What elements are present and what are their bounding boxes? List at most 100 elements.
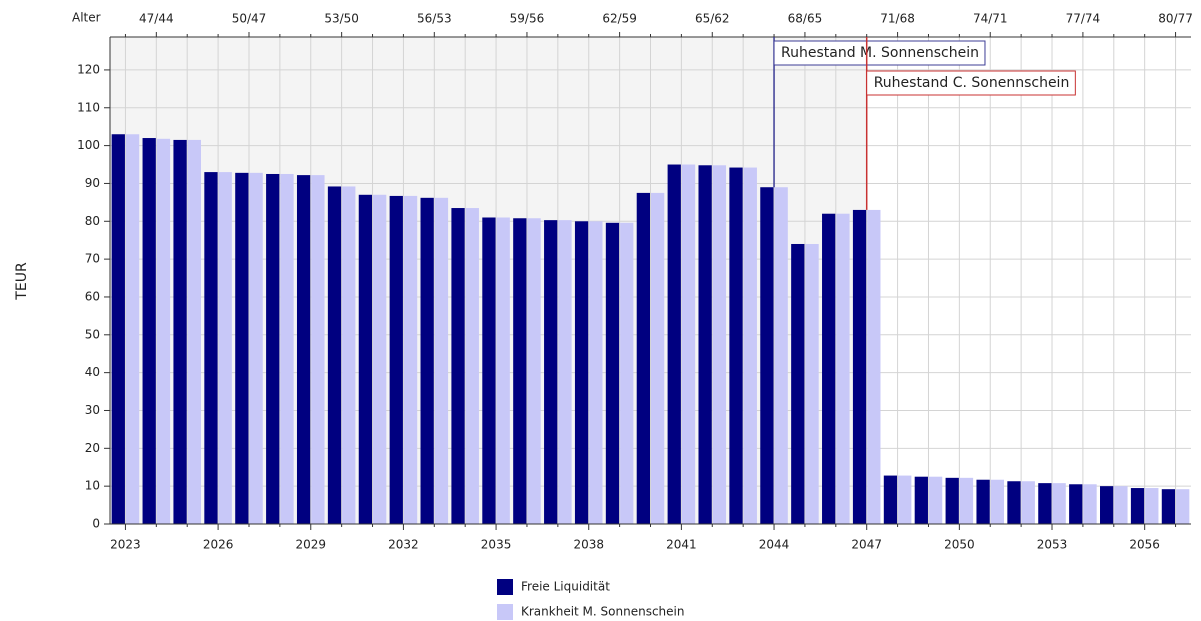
top-tick-label: 47/44 [139, 12, 174, 26]
bar [1130, 488, 1145, 524]
bar [187, 139, 201, 525]
bar [482, 217, 496, 524]
bar [605, 222, 620, 524]
top-tick-label: 74/71 [973, 12, 1008, 26]
bar [743, 167, 757, 524]
bar [852, 209, 867, 524]
bar [729, 167, 743, 524]
x-tick-label: 2038 [573, 538, 604, 552]
x-tick-label: 2044 [759, 538, 790, 552]
bar [805, 243, 819, 524]
top-tick-label: 56/53 [417, 12, 452, 26]
y-tick-label: 10 [85, 479, 100, 493]
bar [358, 194, 373, 524]
y-tick-label: 80 [85, 214, 100, 228]
bar [311, 175, 325, 524]
top-tick-label: 62/59 [602, 12, 637, 26]
bar [142, 138, 156, 524]
bar [574, 221, 589, 524]
top-tick-label: 50/47 [232, 12, 267, 26]
y-tick-label: 110 [77, 100, 100, 114]
bar [976, 479, 990, 524]
annotation-box [773, 40, 986, 66]
legend-label: Freie Liquidität [521, 580, 610, 594]
x-tick-label: 2041 [666, 538, 697, 552]
bar [544, 220, 558, 524]
bar [342, 186, 356, 524]
y-tick-label: 20 [85, 441, 100, 455]
annotation-label: Ruhestand M. Sonnenschein [781, 45, 979, 61]
bar [1021, 481, 1035, 524]
top-tick-label: 65/62 [695, 12, 730, 26]
x-tick-label: 2056 [1129, 538, 1160, 552]
bar [1100, 486, 1114, 524]
bar [403, 195, 418, 524]
annotation-label: Ruhestand C. Sonennschein [874, 75, 1070, 91]
bar [822, 213, 836, 524]
bar [791, 243, 805, 524]
bar [249, 172, 263, 524]
bar [465, 208, 479, 525]
bar [914, 476, 928, 524]
top-tick-label: 71/68 [880, 12, 915, 26]
y-tick-label: 0 [92, 517, 100, 531]
bar [651, 192, 665, 524]
top-tick-label: 59/56 [510, 12, 545, 26]
bar [218, 172, 232, 525]
bar [156, 138, 171, 524]
bar [636, 192, 650, 524]
bar [945, 477, 959, 524]
bar [266, 173, 280, 524]
bar [1161, 489, 1176, 524]
bar [389, 195, 403, 524]
bar [420, 197, 434, 524]
bar [451, 208, 465, 525]
y-tick-label: 70 [85, 252, 100, 266]
y-tick-label: 60 [85, 289, 100, 303]
bar [296, 175, 311, 524]
bar [111, 134, 125, 524]
bar [867, 209, 881, 524]
bar [589, 221, 603, 524]
bar [1038, 483, 1052, 524]
x-tick-label: 2026 [203, 538, 234, 552]
bar [698, 165, 712, 524]
top-tick-label: 77/74 [1066, 12, 1101, 26]
bar [1069, 484, 1083, 524]
top-tick-label: 68/65 [788, 12, 823, 26]
x-tick-label: 2053 [1037, 538, 1068, 552]
bar [712, 165, 727, 524]
bar [373, 194, 387, 524]
bar [235, 172, 249, 524]
bar [620, 222, 634, 524]
legend-swatch [497, 579, 513, 595]
bar [1114, 486, 1128, 524]
bar [1145, 488, 1159, 524]
bar [1052, 483, 1066, 524]
x-tick-label: 2047 [851, 538, 882, 552]
bar [513, 218, 527, 524]
y-tick-label: 90 [85, 176, 100, 190]
bar [836, 213, 850, 524]
legend-label: Krankheit M. Sonnenschein [521, 605, 684, 619]
bar [125, 134, 140, 524]
y-tick-label: 120 [77, 62, 100, 76]
x-tick-label: 2029 [295, 538, 326, 552]
x-tick-label: 2023 [110, 538, 141, 552]
bar [681, 164, 696, 525]
bar [760, 187, 774, 524]
bar [959, 477, 974, 524]
bar [280, 173, 294, 524]
top-tick-label: 80/77 [1158, 12, 1193, 26]
bar [558, 220, 572, 524]
x-tick-label: 2035 [481, 538, 512, 552]
x-tick-label: 2032 [388, 538, 419, 552]
top-axis-title: Alter [72, 11, 101, 25]
annotation-box [866, 70, 1076, 96]
y-tick-label: 40 [85, 365, 100, 379]
y-tick-label: 100 [77, 138, 100, 152]
legend-swatch [497, 604, 513, 620]
x-tick-label: 2050 [944, 538, 975, 552]
bar [173, 139, 187, 525]
